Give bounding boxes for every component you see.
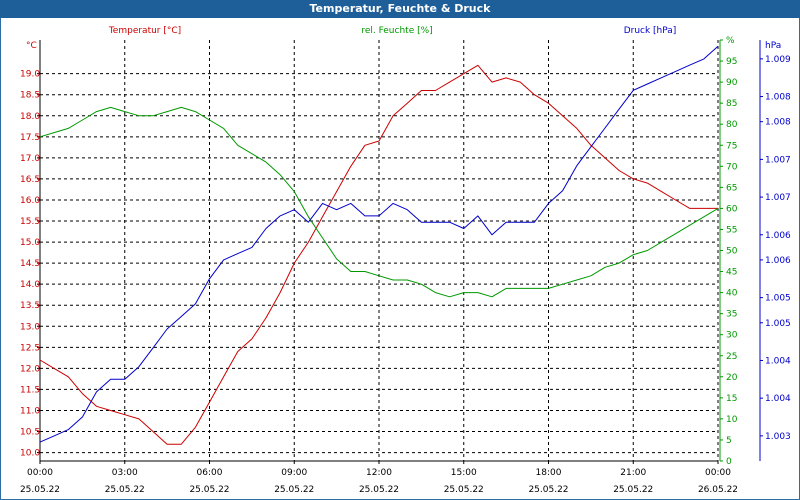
x-tick-date-label: 25.05.22 [189,485,229,495]
grid-lines [39,40,719,461]
humidity-tick-label: 75 [726,141,737,151]
temperature-tick-label: 13.0 [20,322,40,332]
humidity-tick-label: 70 [726,162,738,172]
temperature-unit-label: °C [26,41,37,51]
pressure-tick-label: 1.004 [765,356,791,366]
x-tick-date-label: 25.05.22 [20,485,60,495]
humidity-tick-label: 15 [726,394,737,404]
x-tick-time-label: 12:00 [366,468,392,478]
humidity-tick-label: 65 [726,183,737,193]
x-tick-time-label: 09:00 [281,468,307,478]
pressure-tick-label: 1.006 [765,256,791,266]
x-tick-time-label: 21:00 [620,468,646,478]
pressure-tick-label: 1.007 [765,155,791,165]
axis-labels: °C Temperatur [°C] rel. Feuchte [%] Druc… [26,26,781,51]
temperature-tick-label: 16.5 [20,175,40,185]
temperature-tick-label: 14.5 [20,259,40,269]
humidity-tick-label: 50 [726,247,738,257]
humidity-series-line [39,106,719,298]
temperature-tick-label: 15.0 [20,238,40,248]
pressure-tick-label: 1.009 [765,55,791,65]
x-tick-date-label: 25.05.22 [359,485,399,495]
temperature-tick-label: 15.5 [20,217,40,227]
humidity-tick-label: 5 [726,436,732,446]
humidity-tick-label: 45 [726,268,737,278]
x-tick-date-label: 25.05.22 [444,485,484,495]
temperature-tick-label: 11.0 [20,406,40,416]
x-tick-time-label: 18:00 [536,468,562,478]
humidity-tick-label: 40 [726,289,738,299]
humidity-tick-label: 30 [726,331,738,341]
x-tick-time-label: 00:00 [27,468,53,478]
humidity-tick-label: 25 [726,352,737,362]
temperature-tick-label: 16.0 [20,196,40,206]
x-tick-time-label: 03:00 [112,468,138,478]
temperature-series-line [39,64,718,445]
pressure-tick-label: 1.005 [765,319,791,329]
temperature-tick-label: 19.0 [20,70,40,80]
humidity-axis-title: rel. Feuchte [%] [361,26,432,36]
pressure-tick-label: 1.003 [765,432,791,442]
temperature-tick-label: 17.5 [20,133,40,143]
x-tick-date-label: 26.05.22 [698,485,738,495]
temperature-tick-label: 17.0 [20,154,40,164]
pressure-tick-label: 1.008 [765,118,791,128]
axes: 10.0 10.5 11.0 11.5 12.0 12.5 13.0 13.5 14.0 14.5… [20,36,791,495]
series-layer [39,45,719,445]
pressure-tick-label: 1.004 [765,394,791,404]
temperature-tick-label: 10.5 [20,428,40,438]
x-tick-date-label: 25.05.22 [528,485,568,495]
x-tick-time-label: 06:00 [197,468,223,478]
temperature-tick-label: 11.5 [20,385,40,395]
pressure-tick-label: 1.006 [765,231,791,241]
pressure-series-line [39,45,719,443]
temperature-tick-label: 12.0 [20,364,40,374]
temperature-tick-label: 14.0 [20,280,40,290]
humidity-tick-label: 60 [726,204,738,214]
humidity-tick-label: 0 [726,457,732,467]
pressure-axis-title: Druck [hPa] [624,26,677,36]
x-tick-date-label: 25.05.22 [274,485,314,495]
window-title: Temperatur, Feuchte & Druck [0,0,800,18]
x-tick-date-label: 25.05.22 [613,485,653,495]
humidity-tick-label: % [726,36,735,46]
temperature-tick-label: 12.5 [20,343,40,353]
temperature-tick-label: 18.0 [20,112,40,122]
pressure-tick-label: 1.008 [765,93,791,103]
humidity-tick-label: 80 [726,120,738,130]
humidity-tick-label: 35 [726,310,737,320]
humidity-tick-label: 10 [726,415,738,425]
humidity-tick-label: 90 [726,78,738,88]
humidity-tick-label: 85 [726,99,737,109]
pressure-unit-label: hPa [765,41,781,51]
temperature-tick-label: 18.5 [20,91,40,101]
humidity-tick-label: 95 [726,57,737,67]
x-tick-date-label: 25.05.22 [105,485,145,495]
pressure-tick-label: 1.007 [765,193,791,203]
temperature-tick-label: 10.0 [20,449,40,459]
x-tick-time-label: 15:00 [451,468,477,478]
temperature-tick-label: 13.5 [20,301,40,311]
humidity-tick-label: 55 [726,225,737,235]
pressure-tick-label: 1.005 [765,294,791,304]
humidity-tick-label: 20 [726,373,738,383]
temperature-axis-title: Temperatur [°C] [108,26,181,36]
x-tick-time-label: 00:00 [705,468,731,478]
